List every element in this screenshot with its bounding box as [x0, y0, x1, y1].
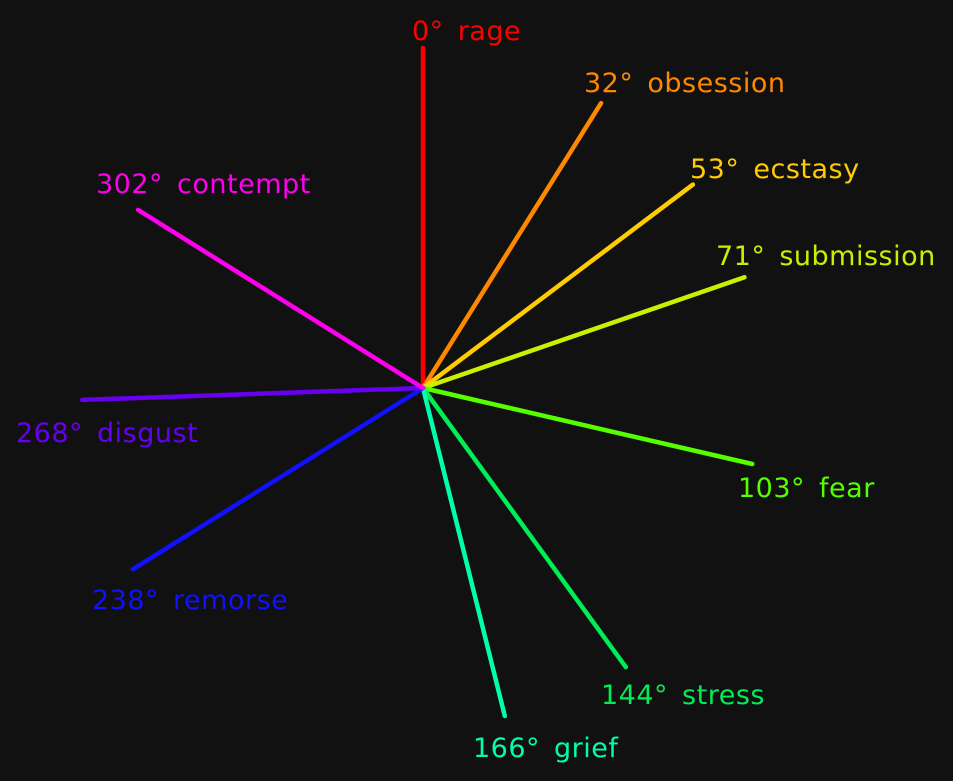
label-contempt: 302° contempt	[96, 169, 311, 200]
emotion-name: obsession	[647, 68, 785, 99]
label-remorse: 238° remorse	[92, 585, 288, 616]
emotion-name: remorse	[173, 585, 288, 616]
emotion-name: submission	[779, 241, 935, 272]
ray-contempt	[135, 207, 426, 391]
ray-fear	[420, 385, 755, 467]
ray-stress	[420, 385, 629, 670]
label-fear: 103° fear	[738, 473, 875, 504]
emotion-name: stress	[682, 680, 765, 711]
ray-submission	[420, 275, 747, 391]
ray-disgust	[79, 385, 426, 403]
angle-value: 0°	[412, 16, 444, 47]
angle-value: 238°	[92, 585, 159, 616]
label-ecstasy: 53° ecstasy	[690, 154, 860, 185]
emotion-name: contempt	[177, 169, 311, 200]
emotion-name: fear	[819, 473, 875, 504]
label-obsession: 32° obsession	[584, 68, 785, 99]
ray-grief	[420, 385, 508, 719]
angle-value: 144°	[601, 680, 668, 711]
angle-value: 268°	[16, 418, 83, 449]
angle-value: 71°	[716, 241, 765, 272]
emotion-name: grief	[554, 733, 619, 764]
emotion-name: ecstasy	[753, 154, 859, 185]
label-grief: 166° grief	[473, 733, 619, 764]
angle-value: 166°	[473, 733, 540, 764]
angle-value: 103°	[738, 473, 805, 504]
angle-value: 32°	[584, 68, 633, 99]
label-stress: 144° stress	[601, 680, 765, 711]
ray-remorse	[130, 385, 426, 572]
angle-value: 302°	[96, 169, 163, 200]
label-submission: 71° submission	[716, 241, 936, 272]
label-disgust: 268° disgust	[16, 418, 198, 449]
ray-obsession	[420, 100, 604, 391]
angle-value: 53°	[690, 154, 739, 185]
ray-ecstasy	[420, 182, 696, 391]
rays-layer	[79, 45, 755, 719]
labels-layer: 0° rage 32° obsession 53° ecstasy 71° submissio…	[16, 16, 936, 764]
emotion-name: rage	[458, 16, 521, 47]
label-rage: 0° rage	[412, 16, 521, 47]
emotion-name: disgust	[97, 418, 198, 449]
